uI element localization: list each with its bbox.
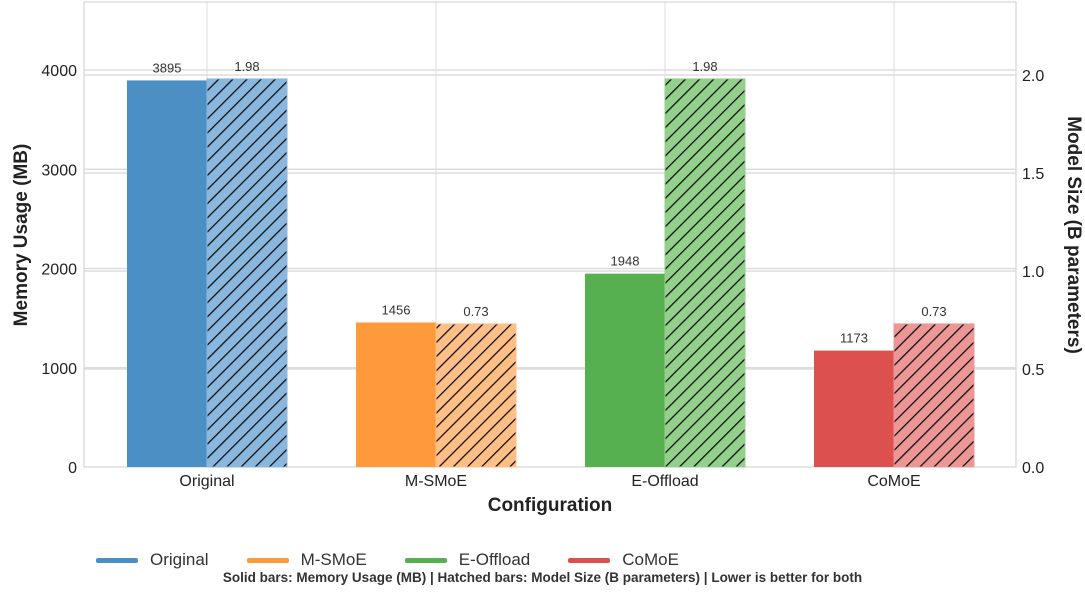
data-label-memory-e-offload: 1948 — [611, 254, 640, 269]
y-right-tick-label: 0.5 — [1022, 362, 1044, 379]
y-left-tick-label: 1000 — [41, 361, 77, 378]
legend-item-e-offload: E-Offload — [404, 550, 531, 570]
bar-model-size-original — [206, 78, 288, 468]
data-label-model-size-e-offload: 1.98 — [692, 59, 717, 74]
bar-memory-comoe — [814, 350, 894, 467]
y-left-tick-label: 4000 — [41, 63, 77, 80]
bar-model-size-comoe — [893, 323, 975, 468]
y-left-tick-label: 0 — [68, 460, 77, 477]
data-label-memory-m-smoe: 1456 — [382, 302, 411, 317]
y-right-tick-label: 1.5 — [1022, 166, 1044, 183]
y-left-tick-label: 2000 — [41, 262, 77, 279]
bar-memory-original — [127, 80, 207, 467]
data-label-model-size-original: 1.98 — [234, 59, 259, 74]
legend-swatch-comoe — [568, 557, 611, 563]
legend-swatch-m-smoe — [246, 557, 289, 563]
bar-model-size-e-offload — [664, 78, 746, 468]
legend-swatch-e-offload — [404, 557, 447, 563]
y-right-tick-label: 0.0 — [1022, 460, 1044, 477]
y-right-tick-label: 1.0 — [1022, 264, 1044, 281]
y-axis-left-label: Memory Usage (MB) — [11, 144, 32, 327]
x-tick-label-original: Original — [179, 473, 234, 490]
legend-item-m-smoe: M-SMoE — [246, 550, 367, 570]
legend-label-e-offload: E-Offload — [458, 550, 531, 569]
y-right-tick-label: 2.0 — [1022, 68, 1044, 85]
y-left-tick-label: 3000 — [41, 162, 77, 179]
bar-memory-e-offload — [585, 273, 665, 467]
bar-model-size-m-smoe — [435, 323, 517, 468]
data-label-memory-original: 3895 — [153, 60, 182, 75]
legend-swatch-original — [96, 557, 138, 563]
legend-label-comoe: CoMoE — [622, 550, 679, 569]
x-tick-label-comoe: CoMoE — [867, 473, 920, 490]
bar-memory-m-smoe — [356, 322, 436, 467]
footnote: Solid bars: Memory Usage (MB) | Hatched … — [222, 570, 863, 585]
legend-label-m-smoe: M-SMoE — [300, 550, 367, 569]
legend-item-comoe: CoMoE — [568, 550, 679, 570]
x-tick-label-m-smoe: M-SMoE — [405, 473, 467, 490]
data-labels: 3895 1.98 1456 0.73 1948 1.98 1173 0.73 — [153, 59, 947, 346]
legend-item-original: Original — [96, 550, 209, 570]
axes: 0 1000 2000 3000 4000 0.0 0.5 1.0 1.5 2.0 Original… — [41, 63, 1044, 490]
data-label-memory-comoe: 1173 — [840, 331, 868, 346]
legend-label-original: Original — [150, 550, 209, 569]
data-label-model-size-comoe: 0.73 — [921, 304, 946, 319]
bars — [127, 78, 975, 468]
x-tick-label-e-offload: E-Offload — [631, 473, 698, 490]
y-axis-right-label: Model Size (B parameters) — [1063, 116, 1084, 354]
x-axis-label: Configuration — [488, 495, 613, 516]
data-label-model-size-m-smoe: 0.73 — [463, 304, 488, 319]
legend: Original M-SMoE E-Offload CoMoE — [96, 550, 717, 570]
